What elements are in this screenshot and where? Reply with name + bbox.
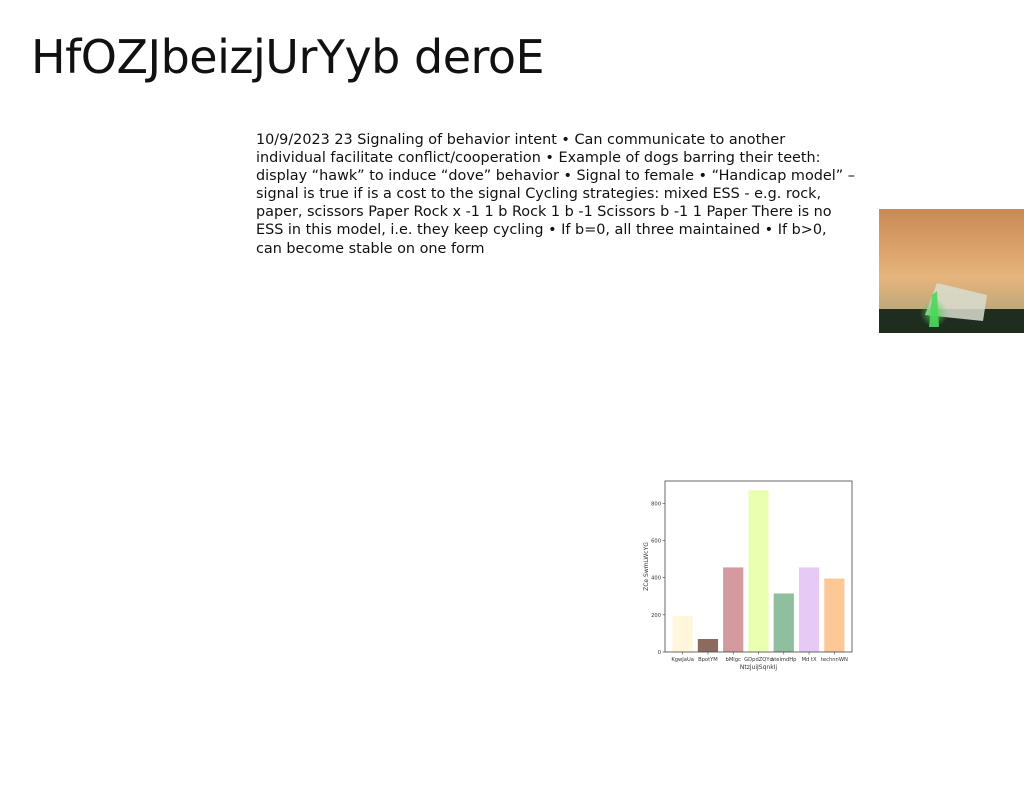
x-tick-label-4: ateimdHp	[771, 657, 797, 663]
slide-title: HfOZJbeizjUrYyb deroE	[31, 30, 545, 84]
x-tick-label-3: GDpdZQYd	[744, 657, 773, 663]
y-axis-label: ZCe SwmLWcYG	[643, 542, 650, 591]
x-tick-label-1: BpotYM	[698, 657, 718, 663]
bar-4	[773, 593, 794, 652]
x-axis-label: NtzjuiJSqnkIj	[740, 664, 778, 671]
bar-3	[748, 490, 769, 652]
x-tick-label-2: bMlgc	[726, 657, 742, 663]
tent-photo-image	[879, 209, 1024, 333]
bar-2	[723, 567, 744, 652]
bar-6	[824, 578, 845, 652]
x-tick-label-5: Md tX	[802, 657, 817, 663]
bar-0	[672, 615, 693, 652]
photo-figure	[929, 291, 939, 327]
bar-chart-svg: 0 200 400 600 800 KgwJaUa BpotYM bMlgc GDpdZQYd…	[643, 480, 853, 671]
y-tick-label-1: 200	[651, 613, 661, 619]
y-tick-label-0: 0	[658, 650, 661, 656]
bar-1	[697, 638, 719, 652]
y-tick-label-3: 600	[651, 538, 661, 544]
bar-chart: 0 200 400 600 800 KgwJaUa BpotYM bMlgc GDpdZQYd…	[640, 475, 860, 675]
bar-5	[798, 567, 820, 652]
y-tick-label-2: 400	[651, 576, 661, 582]
x-tick-label-0: KgwJaUa	[671, 657, 694, 663]
slide-body-text: 10/9/2023 23 Signaling of behavior inten…	[256, 132, 855, 257]
y-tick-label-4: 800	[651, 501, 661, 507]
tent-photo	[879, 209, 1024, 333]
x-tick-label-6: technnWN	[821, 657, 848, 663]
